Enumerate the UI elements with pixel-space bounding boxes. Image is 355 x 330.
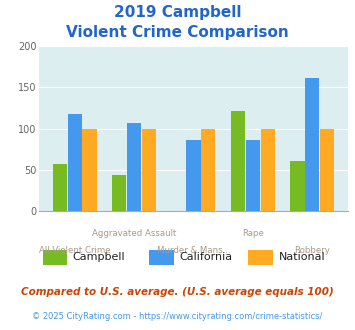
Bar <box>201 129 215 211</box>
Text: Campbell: Campbell <box>73 252 125 262</box>
Text: © 2025 CityRating.com - https://www.cityrating.com/crime-statistics/: © 2025 CityRating.com - https://www.city… <box>32 312 323 321</box>
Text: Rape: Rape <box>242 229 264 238</box>
Bar <box>320 129 334 211</box>
Bar <box>127 123 141 211</box>
Text: Aggravated Assault: Aggravated Assault <box>92 229 176 238</box>
Text: Violent Crime Comparison: Violent Crime Comparison <box>66 25 289 40</box>
Text: Murder & Mans...: Murder & Mans... <box>157 246 230 255</box>
Bar <box>305 79 320 211</box>
Text: 2019 Campbell: 2019 Campbell <box>114 5 241 20</box>
Bar <box>246 140 260 211</box>
Bar <box>142 129 156 211</box>
Bar <box>67 114 82 211</box>
Text: All Violent Crime: All Violent Crime <box>39 246 110 255</box>
Bar <box>112 175 126 211</box>
Bar <box>53 164 67 211</box>
Text: California: California <box>179 252 233 262</box>
Text: Compared to U.S. average. (U.S. average equals 100): Compared to U.S. average. (U.S. average … <box>21 287 334 297</box>
Bar <box>290 161 305 211</box>
Bar <box>186 140 201 211</box>
Bar <box>261 129 275 211</box>
Bar <box>231 112 245 211</box>
Text: National: National <box>279 252 325 262</box>
Bar <box>82 129 97 211</box>
Text: Robbery: Robbery <box>294 246 330 255</box>
